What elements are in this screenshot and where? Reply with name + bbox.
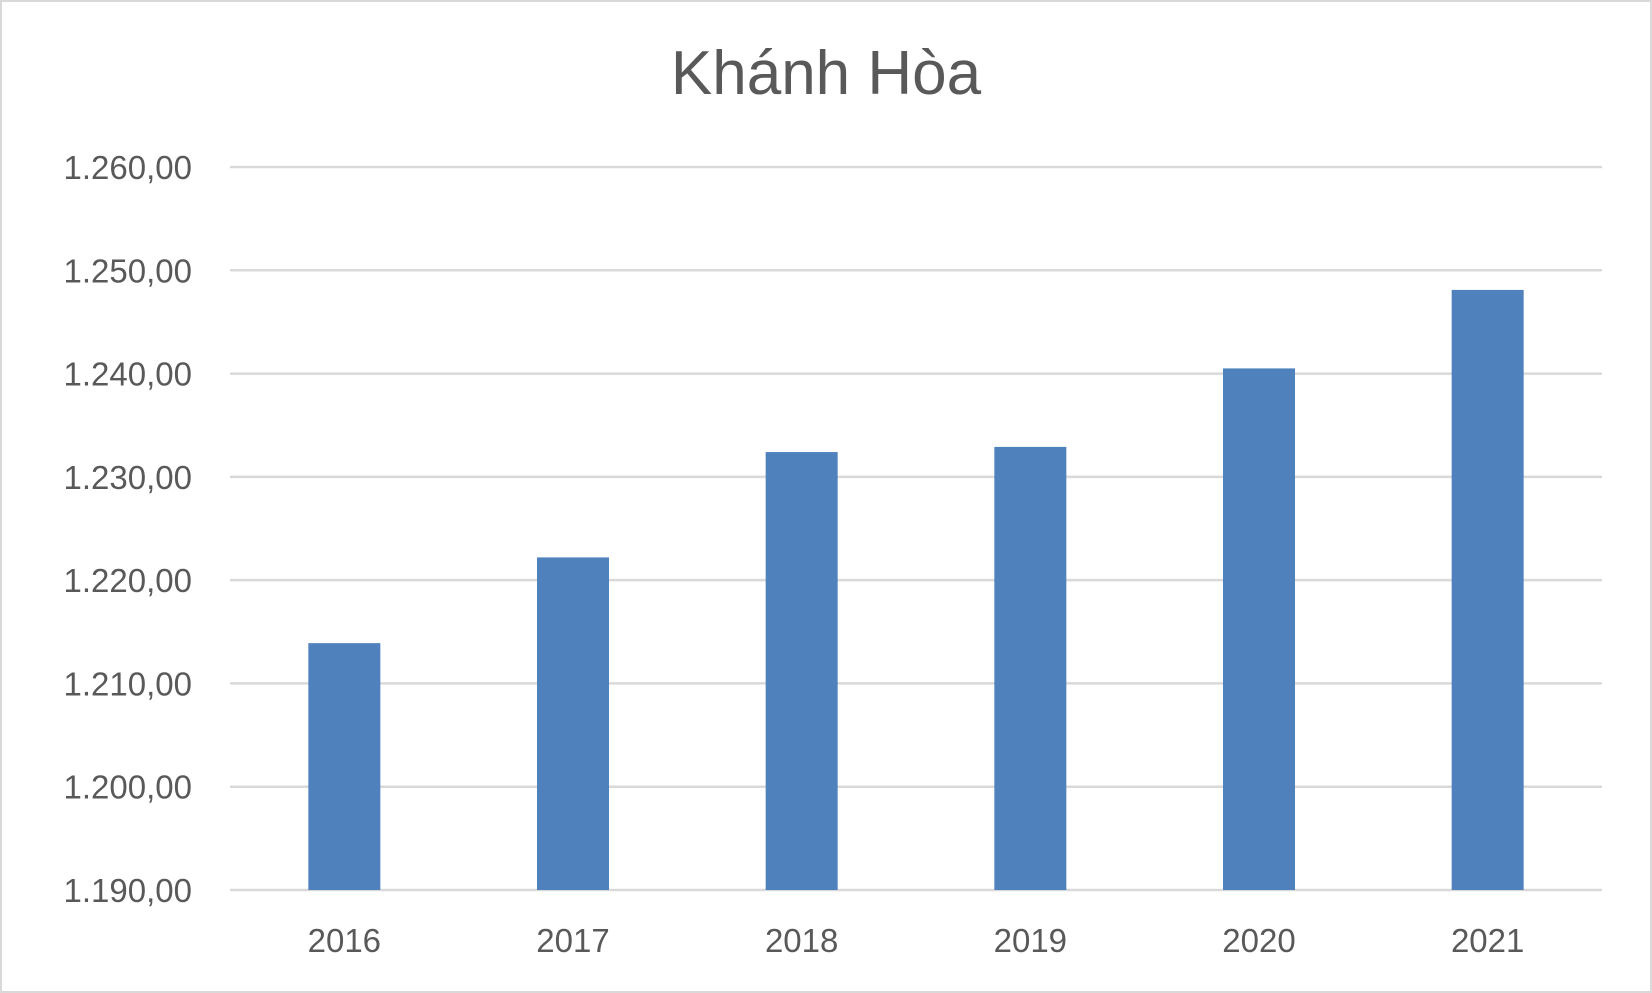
x-tick-label: 2017	[536, 922, 609, 959]
y-tick-label: 1.260,00	[64, 149, 192, 186]
y-tick-label: 1.190,00	[64, 872, 192, 909]
x-axis-tick-labels: 2016 2017 2018 2019 2020 2021	[308, 922, 1525, 959]
x-tick-label: 2016	[308, 922, 381, 959]
y-tick-label: 1.200,00	[64, 769, 192, 806]
bar-2017	[537, 557, 609, 890]
gridlines	[230, 165, 1602, 892]
y-axis-tick-labels: 1.190,00 1.200,00 1.210,00 1.220,00 1.230,00…	[64, 149, 192, 909]
bar-2019	[994, 446, 1067, 890]
bar-2016	[308, 643, 381, 890]
x-tick-label: 2018	[765, 922, 838, 959]
y-tick-label: 1.240,00	[64, 356, 192, 393]
y-tick-label: 1.250,00	[64, 252, 192, 289]
y-tick-label: 1.230,00	[64, 459, 192, 496]
bar-2018	[765, 452, 838, 890]
bars	[308, 289, 1524, 891]
x-tick-label: 2021	[1451, 922, 1524, 959]
chart-title: Khánh Hòa	[670, 39, 982, 108]
y-tick-label: 1.210,00	[64, 665, 192, 702]
x-tick-label: 2020	[1222, 922, 1295, 959]
bar-2021	[1451, 289, 1524, 890]
y-tick-label: 1.220,00	[64, 562, 192, 599]
bar-2020	[1223, 368, 1295, 891]
x-tick-label: 2019	[994, 922, 1067, 959]
